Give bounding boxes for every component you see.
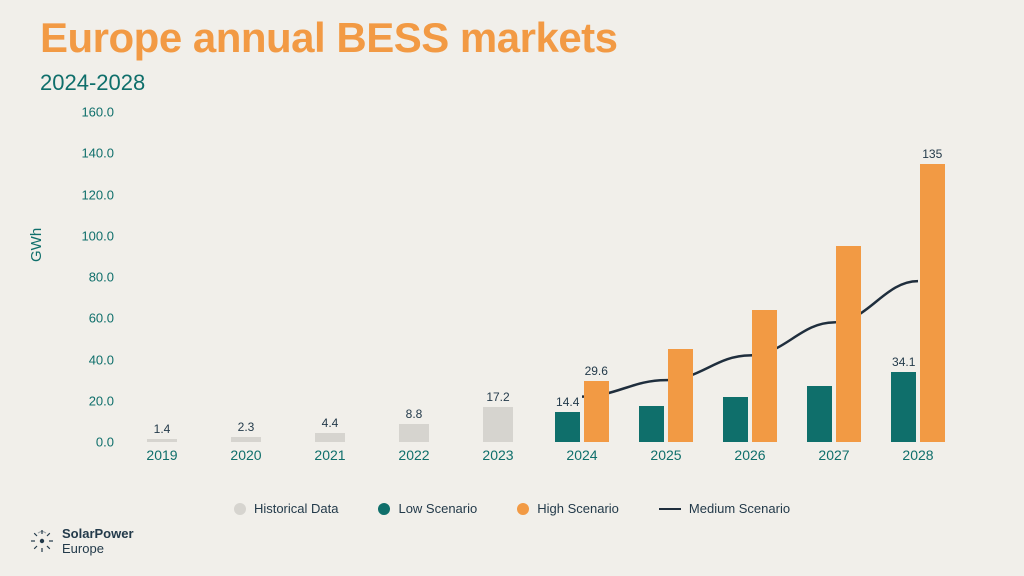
bar: [584, 381, 609, 442]
bar-value-label: 1.4: [132, 422, 192, 436]
bar: [147, 439, 176, 442]
bar-value-label: 8.8: [384, 407, 444, 421]
y-tick-label: 160.0: [81, 105, 114, 120]
bar: [555, 412, 580, 442]
x-tick-label: 2025: [624, 447, 708, 463]
bar: [891, 372, 916, 442]
bar-value-label: 4.4: [300, 416, 360, 430]
x-tick-label: 2028: [876, 447, 960, 463]
bar: [399, 424, 428, 442]
x-tick-label: 2019: [120, 447, 204, 463]
x-tick-label: 2023: [456, 447, 540, 463]
legend: Historical Data Low Scenario High Scenario…: [0, 501, 1024, 516]
y-tick-label: 20.0: [89, 393, 114, 408]
chart-title: Europe annual BESS markets: [40, 14, 618, 62]
brand-logo: SolarPower Europe: [30, 526, 134, 556]
brand-line2: Europe: [62, 541, 104, 556]
medium-scenario-line: [120, 112, 960, 442]
x-tick-label: 2027: [792, 447, 876, 463]
x-tick-label: 2024: [540, 447, 624, 463]
legend-item: Historical Data: [234, 501, 339, 516]
chart-subtitle: 2024-2028: [40, 70, 145, 96]
legend-swatch: [234, 503, 246, 515]
chart-area: GWh 0.020.040.060.080.0100.0120.0140.016…: [70, 112, 960, 492]
legend-label: Low Scenario: [398, 501, 477, 516]
bar: [807, 386, 832, 442]
bar: [483, 407, 512, 442]
legend-swatch: [659, 508, 681, 510]
x-axis-ticks: 2019202020212022202320242025202620272028: [120, 447, 960, 463]
bar: [315, 433, 344, 442]
bar: [231, 437, 260, 442]
brand-text: SolarPower Europe: [62, 526, 134, 556]
bar-value-label: 135: [902, 147, 962, 161]
x-tick-label: 2026: [708, 447, 792, 463]
legend-label: High Scenario: [537, 501, 619, 516]
bar: [752, 310, 777, 442]
legend-label: Medium Scenario: [689, 501, 790, 516]
legend-swatch: [517, 503, 529, 515]
brand-line1: SolarPower: [62, 526, 134, 541]
bar: [723, 397, 748, 442]
bar: [920, 164, 945, 442]
legend-item: High Scenario: [517, 501, 619, 516]
bar: [668, 349, 693, 442]
legend-item: Low Scenario: [378, 501, 477, 516]
y-tick-label: 60.0: [89, 311, 114, 326]
slide: Europe annual BESS markets 2024-2028 GWh…: [0, 0, 1024, 576]
y-tick-label: 120.0: [81, 187, 114, 202]
y-tick-label: 0.0: [96, 435, 114, 450]
plot-area: 0.020.040.060.080.0100.0120.0140.0160.01…: [120, 112, 960, 442]
bar-value-label: 2.3: [216, 420, 276, 434]
y-tick-label: 140.0: [81, 146, 114, 161]
y-tick-label: 40.0: [89, 352, 114, 367]
legend-label: Historical Data: [254, 501, 339, 516]
legend-item: Medium Scenario: [659, 501, 790, 516]
sun-icon: [30, 529, 54, 553]
x-tick-label: 2021: [288, 447, 372, 463]
bar: [639, 406, 664, 442]
y-tick-label: 80.0: [89, 270, 114, 285]
y-axis-label: GWh: [28, 228, 45, 262]
bar: [836, 246, 861, 442]
bar-value-label: 29.6: [566, 364, 626, 378]
bar-value-label: 17.2: [468, 390, 528, 404]
x-tick-label: 2020: [204, 447, 288, 463]
legend-swatch: [378, 503, 390, 515]
x-tick-label: 2022: [372, 447, 456, 463]
y-tick-label: 100.0: [81, 228, 114, 243]
